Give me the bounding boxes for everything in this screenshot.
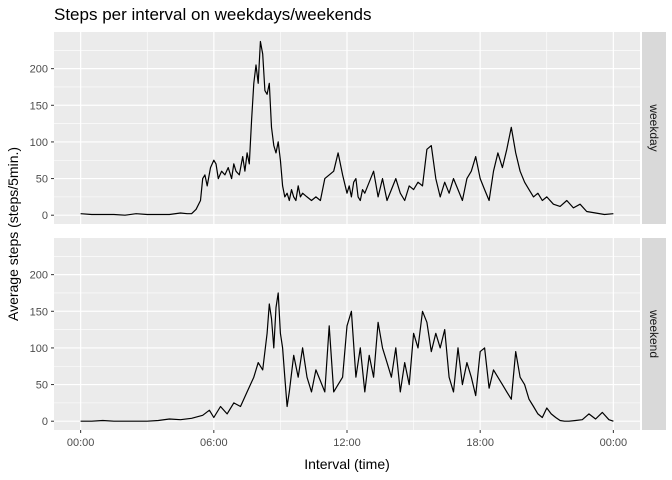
x-tick-label: 00:00	[67, 437, 95, 449]
y-tick-label: 100	[30, 343, 48, 355]
series-line-weekend	[80, 292, 614, 422]
x-tick-label: 00:00	[600, 437, 628, 449]
x-axis: 00:00 06:00 12:00 18:00 00:00	[67, 430, 627, 449]
y-tick-label: 50	[36, 174, 48, 186]
facet-strip	[642, 238, 666, 430]
facet-weekend: 0 50 100 150 200 weekend	[30, 238, 666, 430]
y-tick-label: 0	[42, 416, 48, 428]
y-tick-label: 50	[36, 380, 48, 392]
facet-strip-label: weekend	[647, 309, 661, 358]
y-tick-label: 200	[30, 64, 48, 76]
y-tick-label: 150	[30, 100, 48, 112]
y-tick-label: 200	[30, 270, 48, 282]
x-tick-label: 12:00	[333, 437, 361, 449]
y-tick-label: 150	[30, 306, 48, 318]
facet-weekday: 0 50 100 150 200 weekday	[30, 32, 666, 224]
facet-strip	[642, 32, 666, 224]
y-tick-label: 0	[42, 210, 48, 222]
x-tick-label: 06:00	[200, 437, 228, 449]
facet-strip-label: weekday	[647, 103, 661, 151]
y-axis-title: Average steps (steps/5min.)	[5, 147, 21, 321]
x-axis-title: Interval (time)	[304, 456, 390, 472]
facet-panels: 0 50 100 150 200 weekday 0 50 100 150 200 weekend	[30, 32, 666, 430]
series-line-weekday	[80, 40, 614, 216]
y-tick-label: 100	[30, 137, 48, 149]
chart-title: Steps per interval on weekdays/weekends	[54, 5, 372, 24]
x-tick-label: 18:00	[466, 437, 494, 449]
